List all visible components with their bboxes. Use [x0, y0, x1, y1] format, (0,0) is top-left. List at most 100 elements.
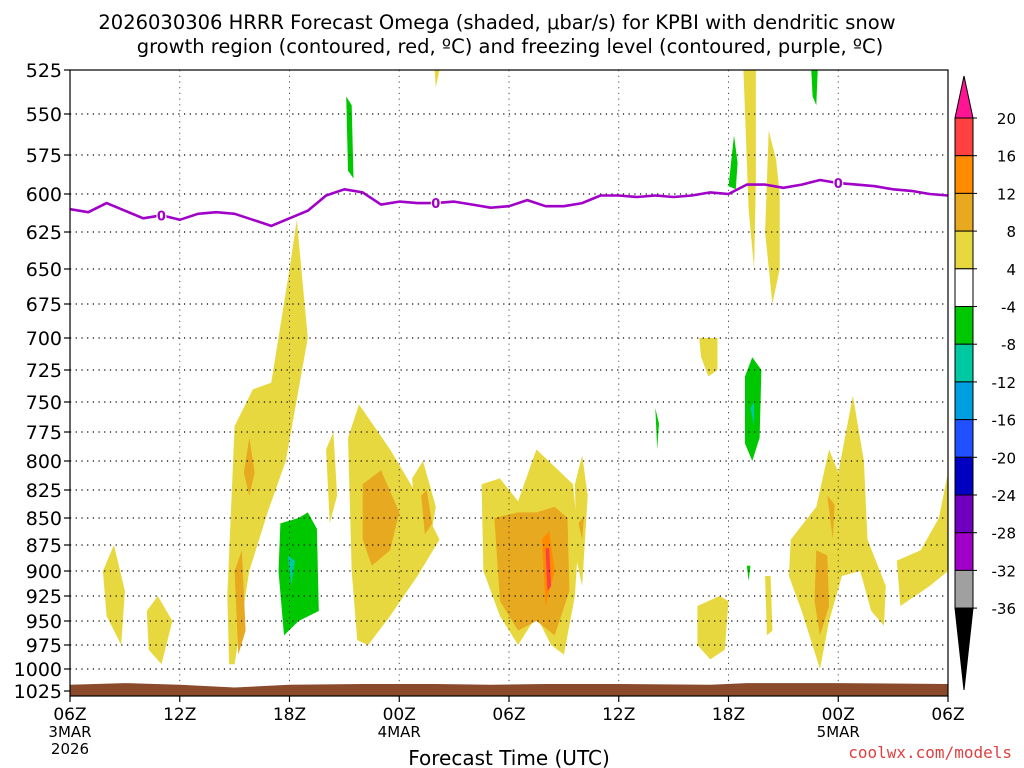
omega-region-35: [434, 70, 440, 88]
y-tick-label: 775: [26, 422, 62, 444]
freezing-level-line: [70, 178, 948, 228]
y-tick-label: 975: [26, 635, 62, 657]
y-tick-label: 650: [26, 259, 62, 281]
x-tick-label: 00Z: [822, 705, 855, 725]
freezing-label-bg: [430, 196, 441, 210]
omega-region-6: [287, 555, 295, 586]
colorbar-label: 4: [1006, 261, 1016, 279]
omega-region-28: [765, 130, 780, 304]
surface-band: [70, 683, 948, 696]
x-axis-label: Forecast Time (UTC): [408, 746, 610, 768]
x-tick-label: 00Z: [383, 705, 416, 725]
colorbar-segment: [954, 569, 974, 609]
y-tick-label: 950: [26, 611, 62, 633]
colorbar-segment: [954, 456, 974, 496]
y-tick-label: 900: [26, 561, 62, 583]
x-date-label: 5MAR: [817, 723, 860, 741]
x-year-label: 2026: [51, 740, 89, 758]
omega-region-30: [788, 395, 886, 669]
freezing-level-label: 0: [157, 209, 166, 224]
omega-region-4: [243, 437, 255, 496]
colorbar-segment: [954, 230, 974, 270]
y-tick-label: 675: [26, 294, 62, 316]
y-tick-label: 575: [26, 145, 62, 167]
colorbar-label: 16: [997, 148, 1016, 166]
y-tick-label: 800: [26, 451, 62, 473]
colorbar-label: -8: [1001, 336, 1016, 354]
colorbar-segment: [954, 192, 974, 232]
y-tick-label: 550: [26, 104, 62, 126]
colorbar-label: 12: [997, 185, 1016, 203]
omega-region-8: [346, 96, 354, 179]
y-tick-label: 1000: [14, 659, 62, 681]
x-tick-label: 12Z: [163, 705, 196, 725]
colorbar-segment: [954, 343, 974, 383]
colorbar-label: 20: [997, 110, 1016, 128]
y-tick-label: 725: [26, 360, 62, 382]
omega-region-21: [699, 338, 718, 377]
colorbar-label: -16: [992, 412, 1017, 430]
grid-lines: [70, 70, 948, 696]
omega-region-7: [326, 432, 338, 524]
colorbar-segment: [954, 419, 974, 458]
watermark: coolwx.com/models: [848, 743, 1012, 762]
x-tick-label: 06Z: [931, 705, 964, 725]
y-tick-label: 600: [26, 184, 62, 206]
colorbar-label: -24: [992, 487, 1017, 505]
omega-region-26: [746, 565, 751, 581]
omega-region-19: [578, 515, 584, 540]
omega-region-33: [811, 70, 818, 106]
colorbar-segment: [954, 117, 974, 157]
x-tick-label: 06Z: [53, 705, 86, 725]
colorbar-label: -32: [992, 562, 1017, 580]
chart-title-line-2: growth region (contoured, red, ºC) and f…: [137, 35, 884, 58]
omega-region-20: [655, 408, 659, 450]
y-tick-label: 700: [26, 328, 62, 350]
colorbar: 20 16 12 8 4 -4 -8 -12 -16 -20 -24 -28 -32 -36: [954, 75, 1017, 691]
omega-region-2: [227, 219, 308, 665]
chart-title-line-1: 2026030306 HRRR Forecast Omega (shaded, …: [98, 11, 895, 34]
y-tick-label: 1025: [14, 681, 62, 703]
colorbar-top-arrow: [954, 75, 974, 119]
x-tick-label: 12Z: [602, 705, 635, 725]
colorbar-segment: [954, 532, 974, 571]
y-tick-label: 875: [26, 535, 62, 557]
x-tick-label: 18Z: [273, 705, 306, 725]
omega-region-31: [814, 550, 830, 636]
omega-region-34: [896, 472, 948, 606]
omega-region-29: [765, 576, 773, 636]
freezing-label-bg: [833, 176, 844, 190]
colorbar-label: -20: [992, 449, 1017, 467]
y-tick-label: 825: [26, 480, 62, 502]
colorbar-bottom-arrow: [954, 607, 974, 691]
omega-region-5: [278, 512, 319, 636]
omega-region-13: [421, 490, 433, 535]
x-date-label: 4MAR: [378, 723, 421, 741]
freezing-level-layer: 0 0 0: [70, 176, 948, 228]
colorbar-segment: [954, 381, 974, 421]
colorbar-segment: [954, 268, 974, 307]
surface-layer: [70, 683, 948, 696]
freezing-level-label: 0: [834, 177, 843, 192]
omega-region-3: [234, 550, 246, 655]
colorbar-label: -36: [992, 600, 1017, 618]
colorbar-label: -4: [1001, 299, 1016, 317]
colorbar-segment: [954, 155, 974, 194]
omega-region-11: [362, 470, 400, 566]
y-tick-label: 925: [26, 586, 62, 608]
omega-region-22: [697, 596, 729, 660]
omega-region-0: [102, 545, 125, 645]
x-date-label: 3MAR: [48, 723, 91, 741]
y-tick-label: 525: [26, 60, 62, 82]
freezing-level-label: 0: [431, 197, 440, 212]
colorbar-label: -12: [992, 374, 1017, 392]
omega-region-25: [750, 402, 755, 426]
omega-region-1: [146, 596, 173, 665]
freezing-label-bg: [156, 208, 167, 222]
x-tick-label: 18Z: [712, 705, 745, 725]
colorbar-label: -28: [992, 525, 1017, 543]
y-axis: 525 550 575 600 625 650 675 700 725 750 775 800 825 8…: [14, 60, 70, 703]
colorbar-segment: [954, 494, 974, 534]
